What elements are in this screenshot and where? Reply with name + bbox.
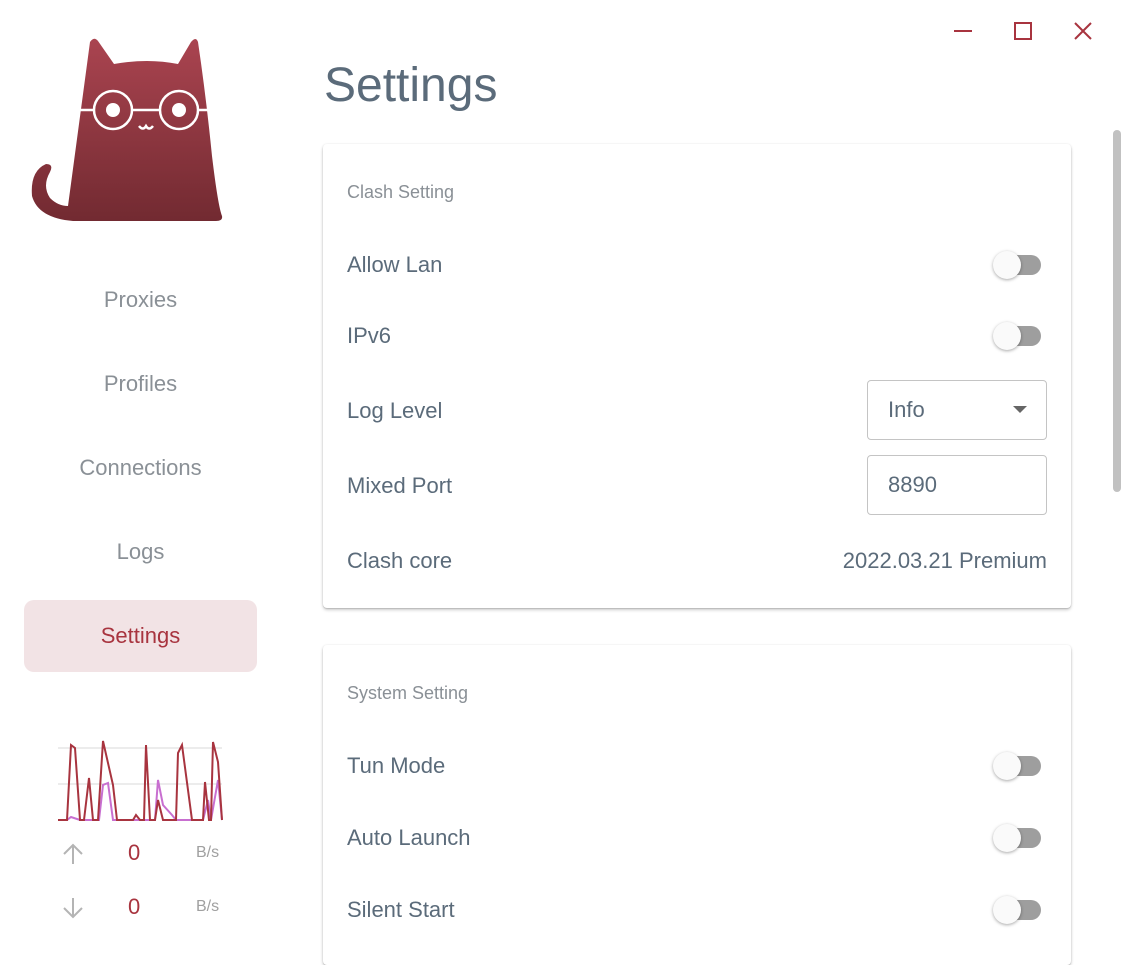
maximize-icon[interactable] bbox=[1006, 14, 1040, 48]
allow-lan-toggle[interactable] bbox=[993, 251, 1041, 279]
tun-mode-toggle[interactable] bbox=[993, 752, 1041, 780]
nav-label: Logs bbox=[116, 539, 165, 564]
download-line bbox=[58, 740, 223, 821]
allow-lan-label: Allow Lan bbox=[347, 252, 443, 277]
auto-launch-toggle[interactable] bbox=[993, 824, 1041, 852]
nav-label: Profiles bbox=[103, 371, 178, 396]
upload-line bbox=[58, 779, 223, 821]
nav-proxies[interactable]: Proxies bbox=[24, 264, 257, 336]
nav-logs[interactable]: Logs bbox=[24, 516, 257, 588]
card-title: System Setting bbox=[347, 683, 469, 703]
silent-start-label: Silent Start bbox=[347, 897, 455, 922]
clash-core-version: 2022.03.21 Premium bbox=[842, 548, 1047, 573]
tun-mode-label: Tun Mode bbox=[347, 753, 446, 778]
arrow-down-icon bbox=[63, 898, 83, 919]
auto-launch-label: Auto Launch bbox=[347, 825, 471, 850]
nav-settings[interactable]: Settings bbox=[24, 600, 257, 672]
minimize-icon[interactable] bbox=[946, 14, 980, 48]
ipv6-label: IPv6 bbox=[347, 323, 392, 348]
nav-label: Settings bbox=[100, 623, 181, 648]
scrollbar[interactable] bbox=[1113, 130, 1121, 492]
sidebar: Proxies Profiles Connections Logs Settin… bbox=[0, 0, 280, 937]
card-title: Clash Setting bbox=[347, 182, 455, 202]
clash-core-label: Clash core bbox=[347, 548, 453, 573]
close-icon[interactable] bbox=[1066, 14, 1100, 48]
download-speed: 0 B/s bbox=[58, 894, 228, 926]
mixed-port-value: 8890 bbox=[888, 472, 937, 497]
silent-start-toggle[interactable] bbox=[993, 896, 1041, 924]
nav-label: Connections bbox=[79, 455, 202, 480]
app-logo bbox=[31, 38, 223, 222]
download-unit: B/s bbox=[196, 898, 220, 915]
ipv6-toggle[interactable] bbox=[993, 322, 1041, 350]
upload-value: 0 bbox=[128, 840, 141, 865]
nav-label: Proxies bbox=[103, 287, 178, 312]
mixed-port-label: Mixed Port bbox=[347, 473, 453, 498]
log-level-select[interactable]: Info bbox=[867, 380, 1047, 440]
page-title: Settings bbox=[324, 59, 498, 112]
nav-profiles[interactable]: Profiles bbox=[24, 348, 257, 420]
mixed-port-input[interactable]: 8890 bbox=[867, 455, 1047, 515]
nav-connections[interactable]: Connections bbox=[24, 432, 257, 504]
download-value: 0 bbox=[128, 894, 141, 919]
clash-setting-card: Clash Setting Allow Lan IPv6 Log Level I… bbox=[323, 144, 1071, 608]
arrow-up-icon bbox=[63, 843, 83, 864]
traffic-graph bbox=[58, 740, 223, 821]
chevron-down-icon bbox=[1013, 406, 1027, 413]
log-level-value: Info bbox=[888, 397, 925, 422]
system-setting-card: System Setting Tun Mode Auto Launch Sile… bbox=[323, 645, 1071, 965]
upload-speed: 0 B/s bbox=[58, 840, 228, 872]
upload-unit: B/s bbox=[196, 844, 220, 861]
log-level-label: Log Level bbox=[347, 398, 443, 423]
